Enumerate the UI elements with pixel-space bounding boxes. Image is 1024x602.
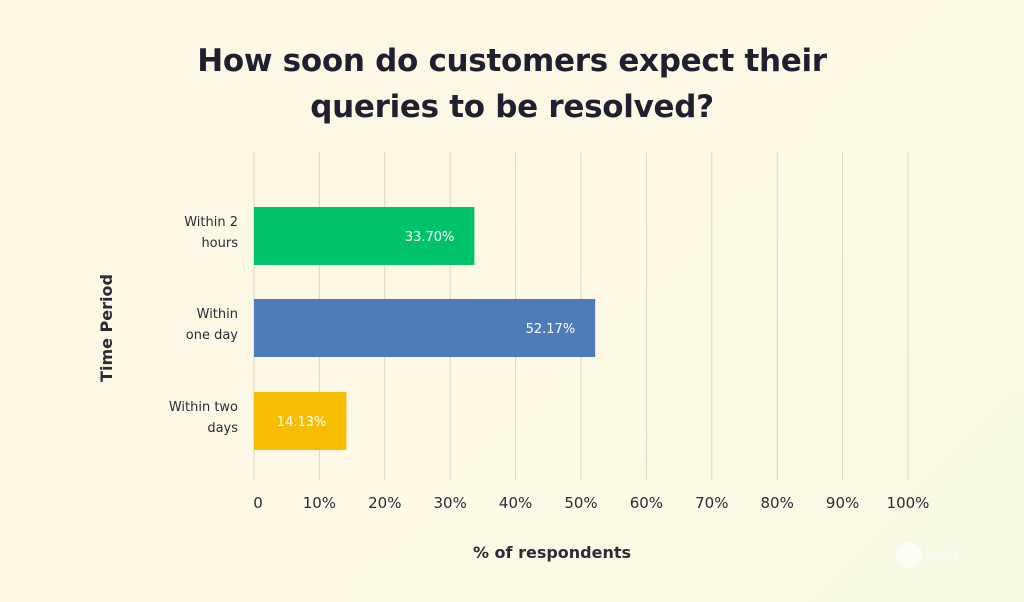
bar-1 xyxy=(254,299,596,357)
x-tick-label-100: 100% xyxy=(887,494,930,512)
chart-title-line-2: queries to be resolved? xyxy=(310,89,714,125)
x-tick-label-80: 80% xyxy=(761,494,794,512)
x-tick-label-0: 0 xyxy=(253,494,263,512)
x-tick-label-50: 50% xyxy=(564,494,597,512)
x-tick-label-10: 10% xyxy=(303,494,336,512)
bar-value-labels: 33.70% 52.17% 14.13% xyxy=(277,230,575,430)
bar-value-label-2: 14.13% xyxy=(277,415,327,430)
watermark-text: hiver xyxy=(926,547,959,563)
x-axis-title: % of respondents xyxy=(473,543,631,562)
x-tick-label-70: 70% xyxy=(695,494,728,512)
bars xyxy=(254,207,596,450)
category-label-2-line-1: days xyxy=(207,421,238,436)
x-tick-label-90: 90% xyxy=(826,494,859,512)
category-label-0-line-1: hours xyxy=(201,236,238,251)
grid-lines xyxy=(253,152,909,480)
bar-2 xyxy=(254,392,347,450)
watermark: hiver xyxy=(896,542,959,568)
chart-title-line-1: How soon do customers expect their xyxy=(197,43,827,79)
bar-value-label-0: 33.70% xyxy=(405,230,455,245)
bar-0 xyxy=(254,207,475,265)
x-tick-label-20: 20% xyxy=(368,494,401,512)
category-label-1-line-0: Within xyxy=(197,307,238,322)
x-tick-label-60: 60% xyxy=(630,494,663,512)
category-label-2-line-0: Within two xyxy=(169,400,238,415)
x-tick-label-40: 40% xyxy=(499,494,532,512)
y-axis-title: Time Period xyxy=(97,274,116,382)
category-labels: Within 2 hours Within one day Within two days xyxy=(169,215,238,436)
bar-value-label-1: 52.17% xyxy=(526,322,576,337)
chart-title: How soon do customers expect their queri… xyxy=(0,38,1024,130)
category-label-1-line-1: one day xyxy=(186,328,239,343)
hiver-logo-icon xyxy=(896,542,922,568)
x-tick-label-30: 30% xyxy=(434,494,467,512)
x-tick-labels: 0 10% 20% 30% 40% 50% 60% 70% 80% 90% 100% xyxy=(253,494,929,512)
category-label-0-line-0: Within 2 xyxy=(184,215,238,230)
